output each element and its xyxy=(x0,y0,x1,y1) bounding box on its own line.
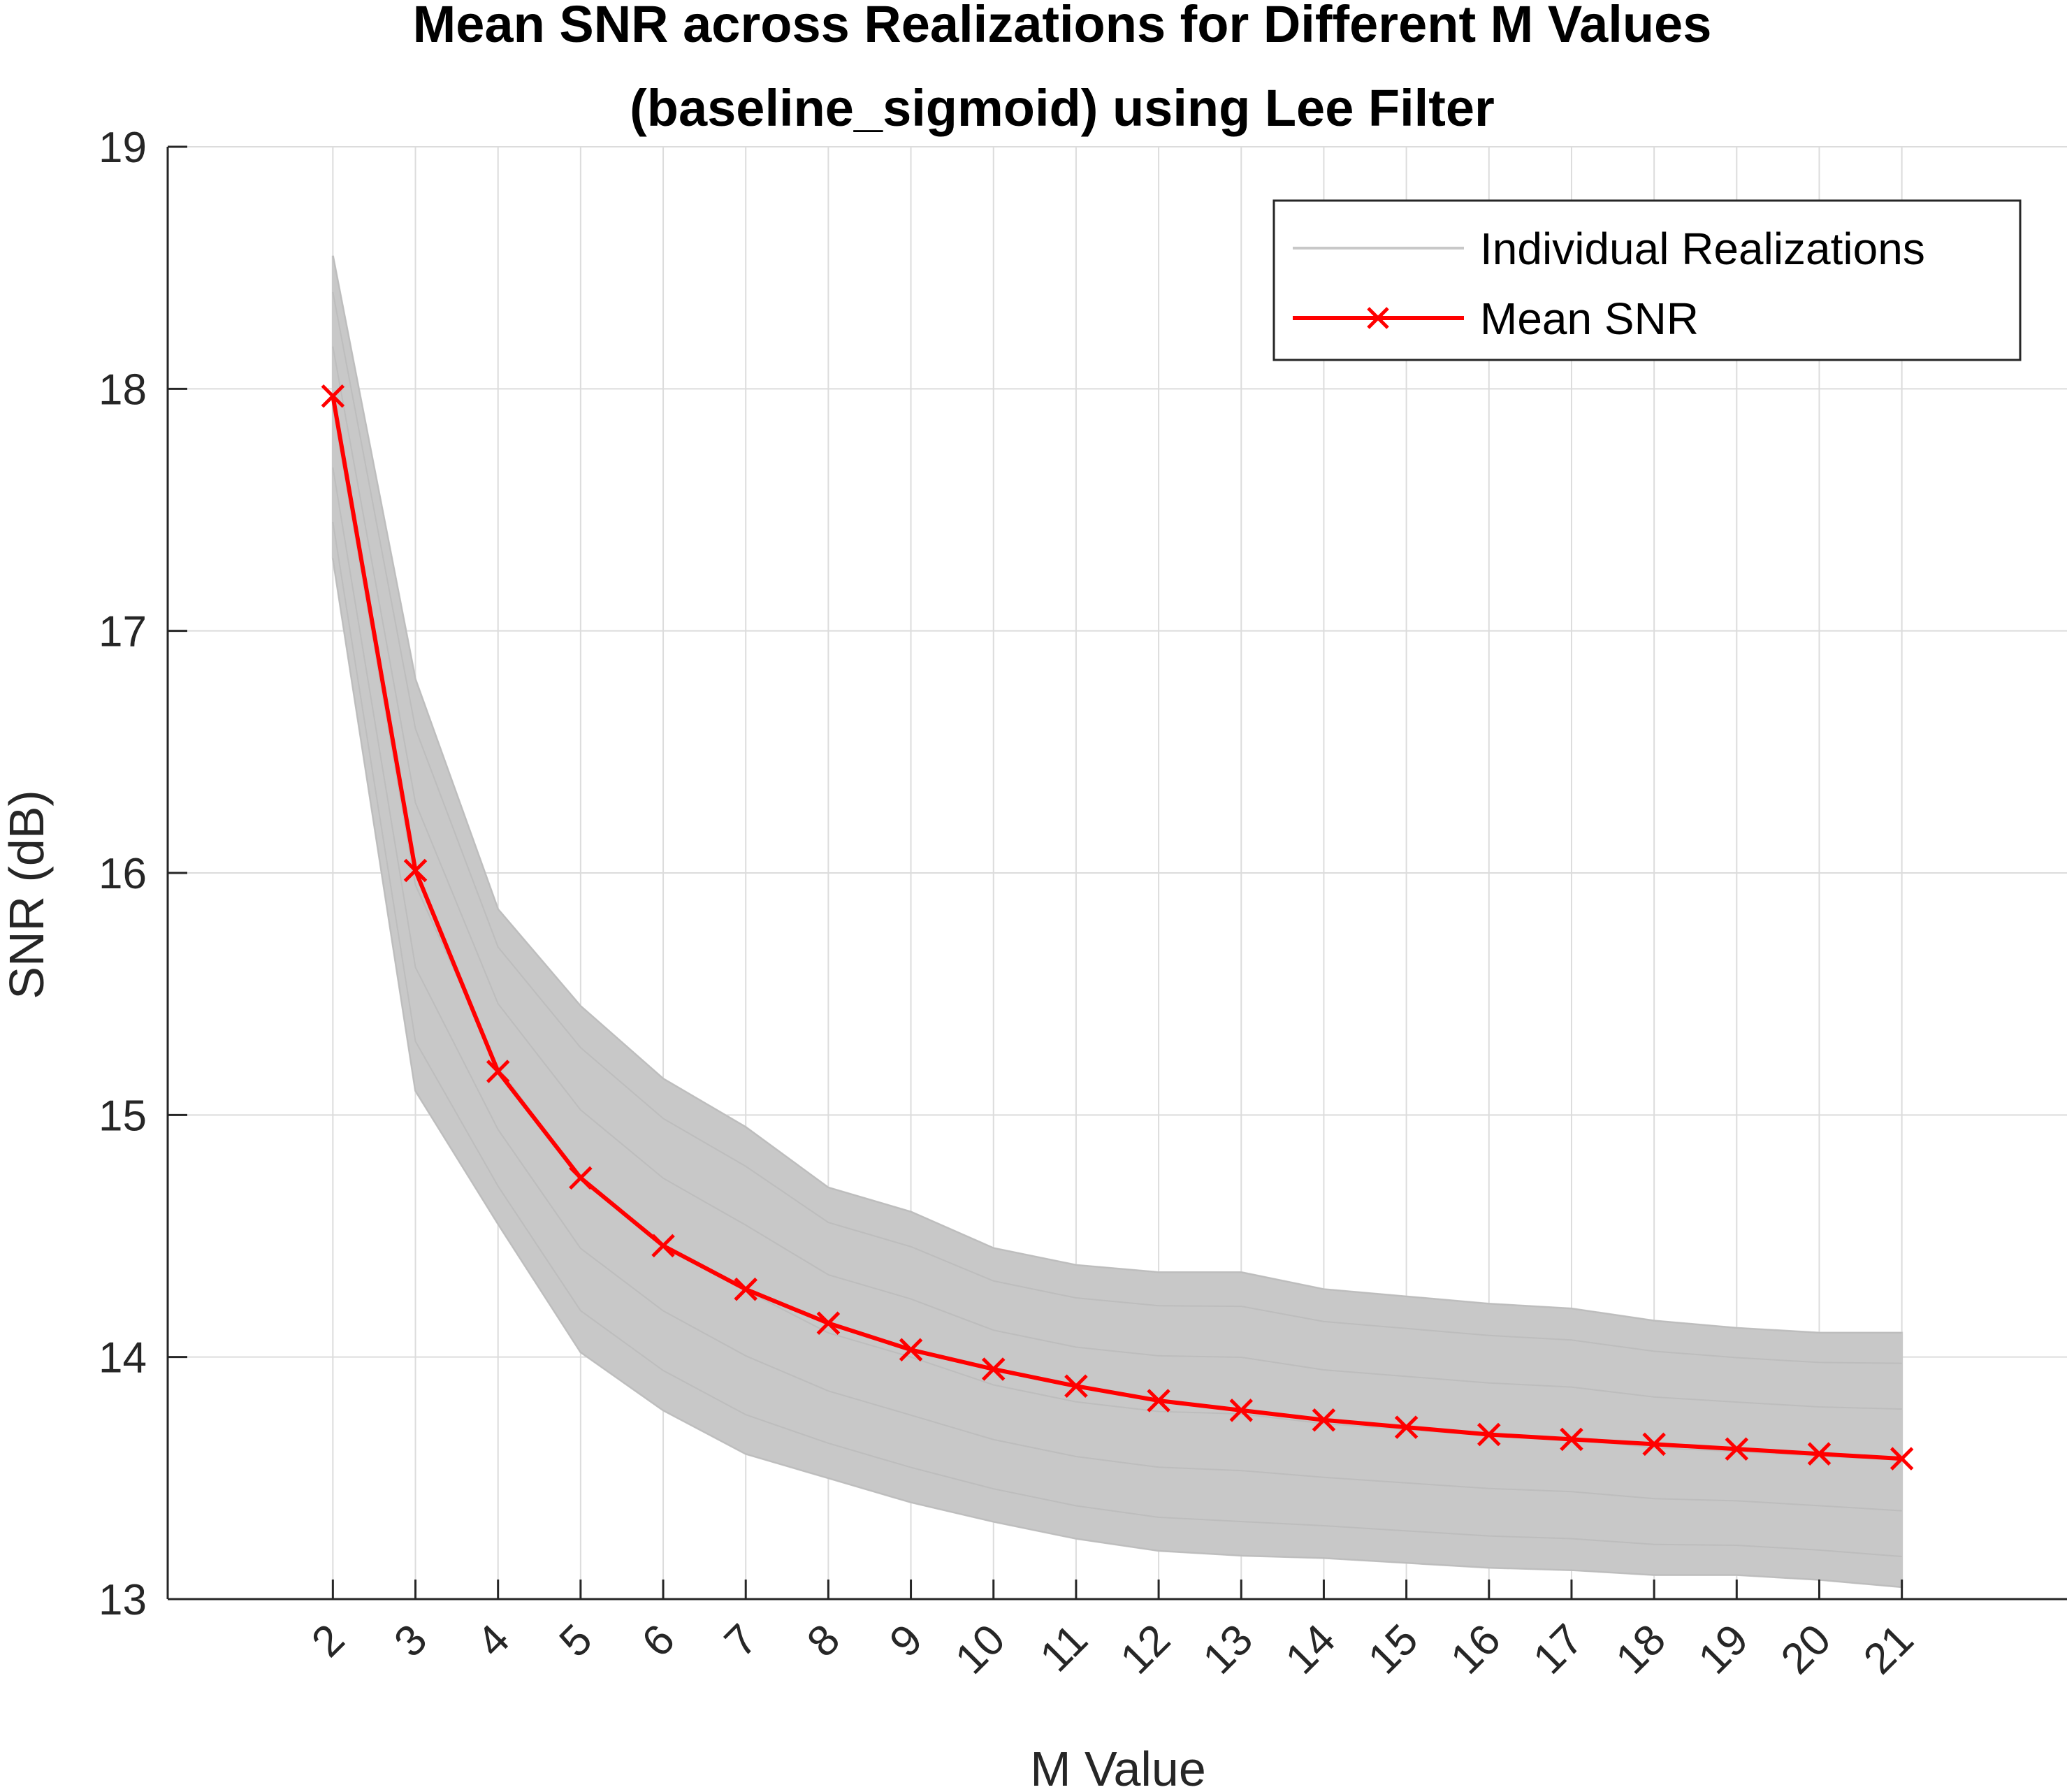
marker-stroke xyxy=(1312,1408,1336,1432)
y-tick-label: 18 xyxy=(99,366,147,414)
chart-title: Mean SNR across Realizations for Differe… xyxy=(413,0,1712,53)
realization-line xyxy=(332,346,1902,1410)
realization-line xyxy=(332,558,1902,1588)
marker-stroke xyxy=(816,1311,841,1335)
y-tick-label: 15 xyxy=(99,1092,147,1140)
legend-mean-label: Mean SNR xyxy=(1480,294,1699,344)
legend-individual-label: Individual Realizations xyxy=(1480,224,1925,274)
mean-snr-marker xyxy=(1890,1447,1914,1471)
marker-stroke xyxy=(486,1060,510,1083)
y-tick-label: 17 xyxy=(99,608,147,656)
mean-snr-marker xyxy=(1477,1422,1501,1447)
y-tick-label: 13 xyxy=(99,1576,147,1624)
mean-snr-marker xyxy=(486,1060,510,1083)
marker-stroke xyxy=(1229,1399,1254,1422)
mean-snr-marker xyxy=(1147,1389,1170,1412)
x-axis-label: M Value xyxy=(1030,1742,1206,1792)
mean-snr-marker xyxy=(981,1357,1006,1381)
marker-stroke xyxy=(1560,1427,1583,1452)
marker-stroke xyxy=(569,1166,593,1190)
marker-stroke xyxy=(1725,1437,1749,1461)
mean-snr-marker xyxy=(816,1311,841,1335)
mean-snr-marker xyxy=(1642,1432,1666,1457)
mean-snr-series xyxy=(321,384,1914,1471)
mean-snr-marker xyxy=(1725,1437,1749,1461)
y-tick-label: 19 xyxy=(99,124,147,172)
marker-stroke xyxy=(981,1357,1006,1381)
marker-stroke xyxy=(899,1338,923,1362)
realization-line xyxy=(332,255,1902,1334)
marker-stroke xyxy=(1477,1422,1501,1447)
marker-stroke xyxy=(321,384,345,408)
mean-snr-marker xyxy=(569,1166,593,1190)
mean-snr-marker xyxy=(1064,1374,1088,1398)
marker-stroke xyxy=(1064,1374,1088,1398)
marker-stroke xyxy=(1890,1447,1914,1471)
marker-stroke xyxy=(1807,1442,1832,1466)
y-axis-label: SNR (dB) xyxy=(0,790,54,999)
marker-stroke xyxy=(1147,1389,1170,1412)
mean-snr-marker xyxy=(321,384,345,408)
legend-box xyxy=(1272,199,2022,361)
mean-snr-marker xyxy=(1560,1427,1583,1452)
mean-snr-marker xyxy=(734,1277,757,1301)
mean-snr-marker xyxy=(1394,1415,1419,1439)
marker-stroke xyxy=(1394,1415,1419,1439)
individual-realizations-band xyxy=(331,255,1903,1589)
legend: Individual Realizations Mean SNR xyxy=(1272,199,2022,361)
marker-stroke xyxy=(651,1234,675,1258)
marker-stroke xyxy=(403,858,428,883)
mean-snr-marker xyxy=(403,858,428,883)
chart-subtitle: (baseline_sigmoid) using Lee Filter xyxy=(630,79,1495,137)
axes xyxy=(166,145,2067,1600)
mean-snr-marker xyxy=(1312,1408,1336,1432)
mean-snr-marker xyxy=(899,1338,923,1362)
realization-line xyxy=(332,521,1902,1558)
y-tick-label: 14 xyxy=(99,1334,147,1382)
marker-stroke xyxy=(734,1277,757,1301)
marker-stroke xyxy=(1642,1432,1666,1457)
mean-snr-marker xyxy=(1807,1442,1832,1466)
mean-snr-marker xyxy=(1229,1399,1254,1422)
realization-line xyxy=(332,291,1902,1364)
legend-mean-marker xyxy=(1367,307,1389,329)
y-tick-label: 16 xyxy=(99,850,147,898)
realization-line xyxy=(332,467,1902,1512)
mean-snr-marker xyxy=(651,1234,675,1258)
mean-snr-line xyxy=(331,396,1902,1461)
